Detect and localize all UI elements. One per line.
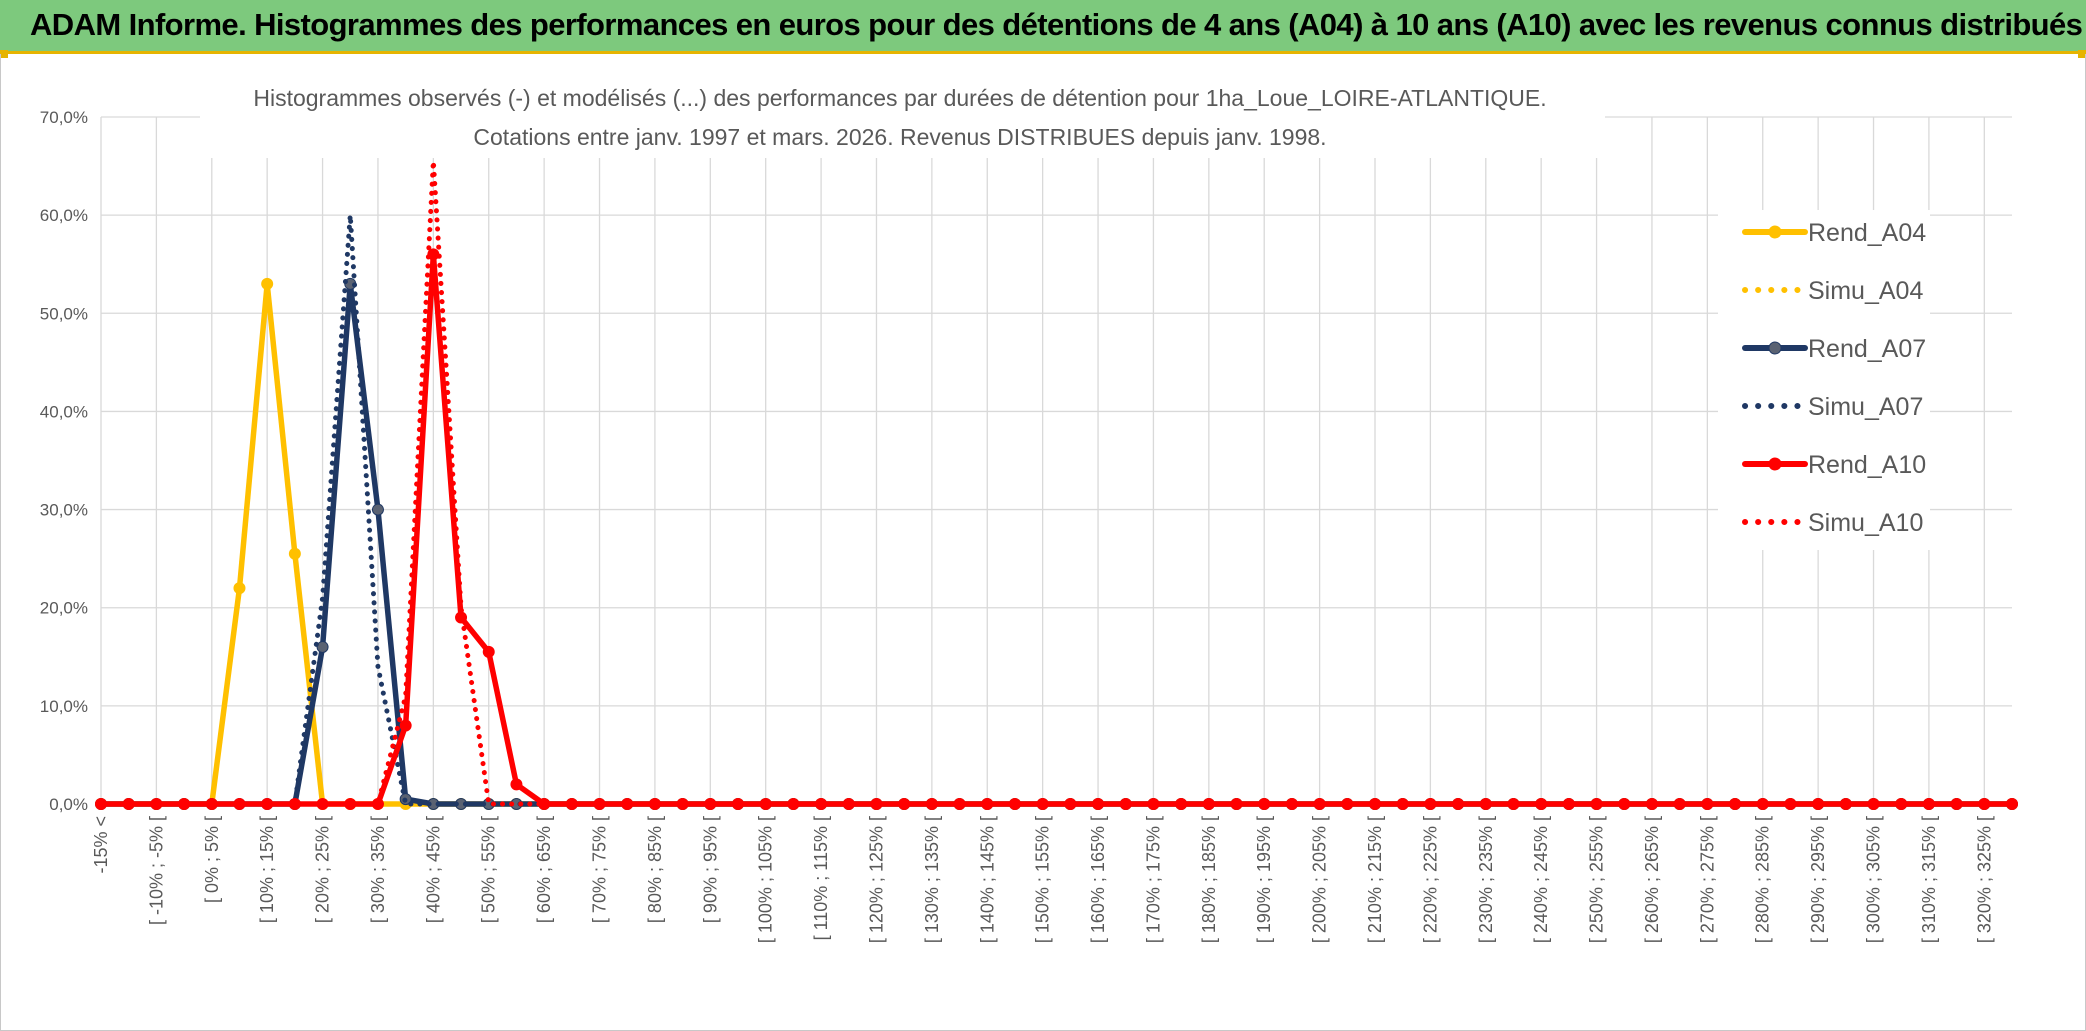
x-tick-label: [ 50% ; 55% [	[479, 816, 499, 923]
y-tick-label: 40,0%	[40, 402, 88, 421]
legend-background	[1718, 210, 1930, 550]
y-tick-label: 60,0%	[40, 206, 88, 225]
x-tick-label: [ 180% ; 185% [	[1199, 816, 1219, 943]
chart-title: Histogrammes observés (-) et modélisés (…	[253, 85, 1546, 111]
x-tick-label: [ 240% ; 245% [	[1531, 816, 1551, 943]
x-tick-label: [ 70% ; 75% [	[590, 816, 610, 923]
x-tick-label: [ 200% ; 205% [	[1310, 816, 1330, 943]
frame-corner-left	[0, 50, 8, 58]
legend-marker	[1768, 341, 1782, 355]
data-point	[399, 719, 412, 732]
x-tick-label: [ 10% ; 15% [	[257, 816, 277, 923]
x-tick-label: [ 110% ; 115% [	[811, 816, 831, 940]
x-tick-label: [ 60% ; 65% [	[534, 816, 554, 923]
x-tick-label: [ 250% ; 255% [	[1587, 816, 1607, 943]
x-tick-label: [ 190% ; 195% [	[1254, 816, 1274, 943]
x-tick-label: [ 290% ; 295% [	[1808, 816, 1828, 943]
x-tick-label: [ 40% ; 45% [	[423, 816, 443, 923]
data-point	[316, 640, 329, 653]
x-tick-label: [ 160% ; 165% [	[1088, 816, 1108, 943]
chart-subtitle: Cotations entre janv. 1997 et mars. 2026…	[473, 124, 1326, 150]
x-tick-label: [ -10% ; -5% [	[146, 816, 166, 925]
legend-label: Simu_A10	[1808, 509, 1923, 537]
x-tick-label: [ 0% ; 5% [	[202, 816, 222, 903]
y-tick-label: 50,0%	[40, 304, 88, 323]
x-tick-label: [ 150% ; 155% [	[1033, 816, 1053, 943]
x-tick-label: [ 30% ; 35% [	[368, 816, 388, 923]
x-tick-label: [ 210% ; 215% [	[1365, 816, 1385, 943]
x-tick-label: [ 280% ; 285% [	[1753, 816, 1773, 943]
x-tick-label: [ 270% ; 275% [	[1697, 816, 1717, 943]
legend-label: Simu_A04	[1808, 277, 1923, 305]
x-tick-label: [ 170% ; 175% [	[1143, 816, 1163, 943]
x-tick-label: [ 140% ; 145% [	[977, 816, 997, 943]
x-tick-label: [ 260% ; 265% [	[1642, 816, 1662, 943]
x-tick-label: [ 230% ; 235% [	[1476, 816, 1496, 943]
data-point	[510, 778, 523, 791]
title-background	[200, 76, 1605, 158]
y-tick-label: 30,0%	[40, 501, 88, 520]
y-tick-label: 20,0%	[40, 599, 88, 618]
legend-label: Rend_A10	[1808, 451, 1926, 479]
legend-label: Rend_A04	[1808, 219, 1926, 247]
x-tick-label: [ 120% ; 125% [	[866, 816, 886, 943]
x-tick-label: [ 100% ; 105% [	[756, 816, 776, 943]
data-point	[2006, 798, 2018, 810]
series-line-simu-a10	[98, 158, 2015, 807]
legend-marker	[1768, 457, 1782, 471]
y-tick-label: 70,0%	[40, 108, 88, 127]
legend-label: Simu_A07	[1808, 393, 1923, 421]
x-tick-label: [ 220% ; 225% [	[1420, 816, 1440, 943]
frame-corner-right	[2078, 50, 2086, 58]
x-tick-label: [ 300% ; 305% [	[1864, 816, 1884, 943]
x-tick-label: [ 130% ; 135% [	[922, 816, 942, 943]
header-bar: ADAM Informe. Histogrammes des performan…	[0, 0, 2086, 54]
legend-label: Rend_A07	[1808, 335, 1926, 363]
x-tick-label: [ 320% ; 325% [	[1974, 816, 1994, 943]
data-point	[371, 503, 384, 516]
x-tick-label: -15% <	[91, 816, 111, 874]
x-tick-label: [ 20% ; 25% [	[313, 816, 333, 923]
legend-marker	[1768, 225, 1782, 239]
data-point	[482, 645, 495, 658]
x-tick-label: [ 80% ; 85% [	[645, 816, 665, 923]
page-title: ADAM Informe. Histogrammes des performan…	[30, 7, 2083, 42]
y-tick-label: 0,0%	[49, 795, 88, 814]
x-tick-label: [ 90% ; 95% [	[700, 816, 720, 923]
x-tick-label: [ 310% ; 315% [	[1919, 816, 1939, 943]
y-tick-label: 10,0%	[40, 697, 88, 716]
